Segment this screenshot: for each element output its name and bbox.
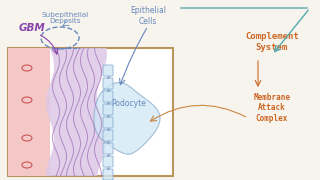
- Ellipse shape: [22, 65, 32, 71]
- FancyBboxPatch shape: [103, 130, 113, 141]
- Ellipse shape: [22, 162, 32, 168]
- FancyBboxPatch shape: [103, 65, 113, 76]
- FancyBboxPatch shape: [103, 169, 113, 180]
- Text: Epithelial
Cells: Epithelial Cells: [130, 6, 166, 26]
- FancyBboxPatch shape: [103, 91, 113, 102]
- Ellipse shape: [22, 135, 32, 141]
- Ellipse shape: [22, 97, 32, 103]
- FancyBboxPatch shape: [8, 48, 173, 176]
- Polygon shape: [46, 48, 107, 176]
- Text: Podocyte: Podocyte: [112, 99, 147, 108]
- FancyBboxPatch shape: [103, 104, 113, 115]
- FancyBboxPatch shape: [103, 143, 113, 154]
- Text: Subepithelial
Deposits: Subepithelial Deposits: [41, 12, 89, 24]
- FancyBboxPatch shape: [103, 156, 113, 167]
- Text: Membrane
Attack
Complex: Membrane Attack Complex: [253, 93, 291, 123]
- FancyBboxPatch shape: [103, 117, 113, 128]
- Polygon shape: [94, 83, 160, 154]
- FancyBboxPatch shape: [103, 78, 113, 89]
- Text: GBM: GBM: [19, 23, 45, 33]
- FancyBboxPatch shape: [8, 48, 50, 176]
- Text: Complement
System: Complement System: [245, 32, 299, 52]
